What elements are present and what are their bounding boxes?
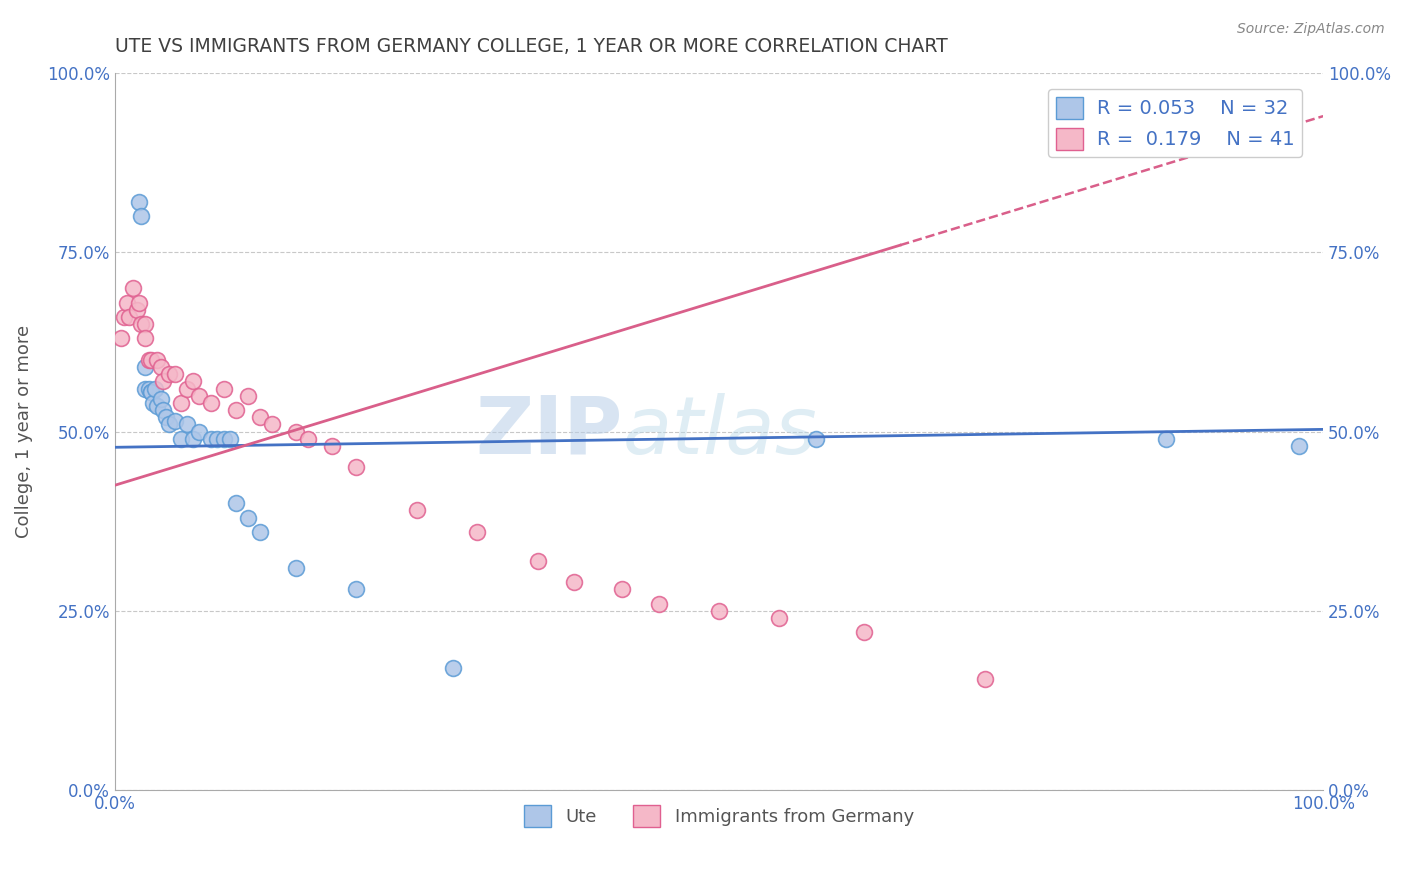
Point bbox=[138, 352, 160, 367]
Point bbox=[321, 439, 343, 453]
Point bbox=[188, 425, 211, 439]
Y-axis label: College, 1 year or more: College, 1 year or more bbox=[15, 325, 32, 538]
Legend: Ute, Immigrants from Germany: Ute, Immigrants from Germany bbox=[517, 798, 921, 835]
Text: ZIP: ZIP bbox=[475, 392, 623, 470]
Point bbox=[152, 375, 174, 389]
Point bbox=[346, 460, 368, 475]
Point bbox=[804, 432, 827, 446]
Point bbox=[285, 560, 308, 574]
Point bbox=[157, 417, 180, 432]
Point bbox=[973, 672, 995, 686]
Point bbox=[346, 582, 368, 597]
Point bbox=[115, 295, 138, 310]
Point bbox=[128, 295, 150, 310]
Point bbox=[225, 403, 247, 417]
Text: Source: ZipAtlas.com: Source: ZipAtlas.com bbox=[1237, 22, 1385, 37]
Point bbox=[170, 396, 193, 410]
Point bbox=[768, 611, 790, 625]
Point bbox=[181, 375, 204, 389]
Point bbox=[165, 367, 187, 381]
Point bbox=[139, 385, 162, 400]
Point bbox=[200, 432, 222, 446]
Point bbox=[647, 597, 669, 611]
Point bbox=[188, 389, 211, 403]
Point bbox=[165, 414, 187, 428]
Point bbox=[285, 425, 308, 439]
Point bbox=[212, 382, 235, 396]
Point bbox=[134, 382, 156, 396]
Point bbox=[131, 317, 153, 331]
Point bbox=[181, 432, 204, 446]
Point bbox=[200, 396, 222, 410]
Point bbox=[441, 661, 464, 675]
Point bbox=[110, 331, 132, 345]
Point bbox=[212, 432, 235, 446]
Point bbox=[1288, 439, 1310, 453]
Point bbox=[139, 385, 162, 400]
Point bbox=[562, 575, 585, 590]
Point bbox=[131, 210, 153, 224]
Point bbox=[149, 359, 172, 374]
Point bbox=[152, 403, 174, 417]
Point bbox=[260, 417, 283, 432]
Point bbox=[526, 553, 548, 567]
Point bbox=[139, 352, 162, 367]
Point bbox=[465, 524, 488, 539]
Point bbox=[155, 410, 177, 425]
Point bbox=[218, 432, 240, 446]
Point bbox=[207, 432, 229, 446]
Point bbox=[236, 510, 259, 524]
Point bbox=[170, 432, 193, 446]
Point bbox=[405, 503, 427, 517]
Point bbox=[249, 410, 271, 425]
Point bbox=[176, 417, 198, 432]
Point bbox=[146, 400, 169, 414]
Point bbox=[249, 524, 271, 539]
Text: UTE VS IMMIGRANTS FROM GERMANY COLLEGE, 1 YEAR OR MORE CORRELATION CHART: UTE VS IMMIGRANTS FROM GERMANY COLLEGE, … bbox=[115, 37, 948, 56]
Point bbox=[852, 625, 875, 640]
Point bbox=[134, 359, 156, 374]
Point bbox=[707, 604, 730, 618]
Point bbox=[125, 302, 148, 317]
Point bbox=[134, 317, 156, 331]
Point bbox=[297, 432, 319, 446]
Point bbox=[118, 310, 141, 324]
Point bbox=[134, 331, 156, 345]
Point bbox=[176, 382, 198, 396]
Point bbox=[138, 382, 160, 396]
Point bbox=[146, 352, 169, 367]
Point bbox=[122, 281, 145, 295]
Point bbox=[157, 367, 180, 381]
Point bbox=[142, 396, 165, 410]
Point bbox=[225, 496, 247, 510]
Point bbox=[128, 195, 150, 210]
Point bbox=[112, 310, 135, 324]
Point bbox=[1154, 432, 1177, 446]
Point bbox=[236, 389, 259, 403]
Text: atlas: atlas bbox=[623, 392, 817, 470]
Point bbox=[612, 582, 634, 597]
Point bbox=[149, 392, 172, 407]
Point bbox=[143, 382, 166, 396]
